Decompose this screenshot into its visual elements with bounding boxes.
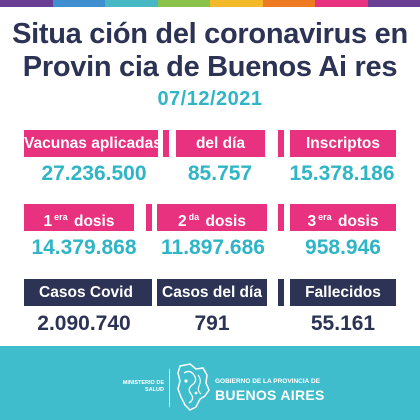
dose-word: dosis bbox=[73, 213, 115, 230]
dose-number: 2 bbox=[178, 213, 187, 230]
stripe-segment bbox=[0, 0, 53, 7]
value-del-dia: 85.757 bbox=[187, 162, 253, 185]
value-segunda-dosis: 11.897.686 bbox=[161, 236, 265, 259]
value-casos-del-dia: 791 bbox=[194, 312, 230, 335]
stripe-segment bbox=[105, 0, 158, 7]
value-casos-covid: 2.090.740 bbox=[37, 312, 131, 335]
dose-ordinal: era bbox=[54, 212, 68, 222]
ministerio-line-1: MINISTERIO DE bbox=[122, 380, 164, 386]
header-casos-covid: Casos Covid bbox=[24, 279, 148, 306]
footer-divider bbox=[169, 369, 170, 407]
header-tercera-dosis: 3 era dosis bbox=[290, 204, 396, 231]
header-accent bbox=[278, 204, 284, 231]
ministerio-line-2: SALUD bbox=[145, 386, 164, 393]
stripe-segment bbox=[262, 0, 315, 7]
stripe-segment bbox=[157, 0, 210, 7]
color-stripe bbox=[0, 0, 420, 7]
stripe-segment bbox=[52, 0, 105, 7]
value-tercera-dosis: 958.946 bbox=[305, 236, 381, 259]
title-line-1: Situa ción del coronavirus en bbox=[12, 18, 408, 50]
header-del-dia: del día bbox=[176, 130, 265, 157]
title-line-2: Provin cia de Buenos Ai res bbox=[22, 51, 398, 83]
header-primera-dosis: 1 era dosis bbox=[24, 204, 134, 231]
header-vacunas-aplicadas: Vacunas aplicadas bbox=[24, 130, 162, 157]
header-segunda-dosis: 2 da dosis bbox=[157, 204, 267, 231]
dose-ordinal: era bbox=[318, 212, 332, 222]
ministerio-label: MINISTERIO DE SALUD bbox=[108, 380, 164, 393]
dose-word: dosis bbox=[337, 213, 379, 230]
header-fallecidos: Fallecidos bbox=[290, 279, 396, 306]
gobierno-label: GOBIERNO DE LA PROVINCIA DE bbox=[215, 378, 320, 385]
header-accent bbox=[146, 279, 152, 306]
value-vacunas-aplicadas: 27.236.500 bbox=[41, 162, 147, 185]
header-inscriptos: Inscriptos bbox=[290, 130, 396, 157]
dose-ordinal: da bbox=[188, 212, 200, 222]
header-accent bbox=[146, 204, 152, 231]
province-map-icon bbox=[177, 363, 210, 411]
header-accent bbox=[163, 130, 169, 157]
stripe-segment bbox=[367, 0, 420, 7]
header-accent bbox=[278, 279, 284, 306]
header-casos-del-dia: Casos del día bbox=[157, 279, 267, 306]
report-date: 07/12/2021 bbox=[157, 88, 263, 110]
buenos-aires-label: BUENOS AIRES bbox=[215, 387, 325, 403]
dose-word: dosis bbox=[205, 213, 246, 230]
page-title: Situa ción del coronavirus en Provin cia… bbox=[0, 18, 420, 84]
stripe-segment bbox=[315, 0, 368, 7]
value-fallecidos: 55.161 bbox=[310, 312, 376, 335]
dose-number: 3 bbox=[307, 213, 317, 230]
header-accent bbox=[278, 130, 284, 157]
stripe-segment bbox=[210, 0, 263, 7]
dose-number: 1 bbox=[43, 213, 53, 230]
footer-band bbox=[0, 346, 420, 420]
value-primera-dosis: 14.379.868 bbox=[31, 236, 137, 259]
value-inscriptos: 15.378.186 bbox=[289, 162, 395, 185]
